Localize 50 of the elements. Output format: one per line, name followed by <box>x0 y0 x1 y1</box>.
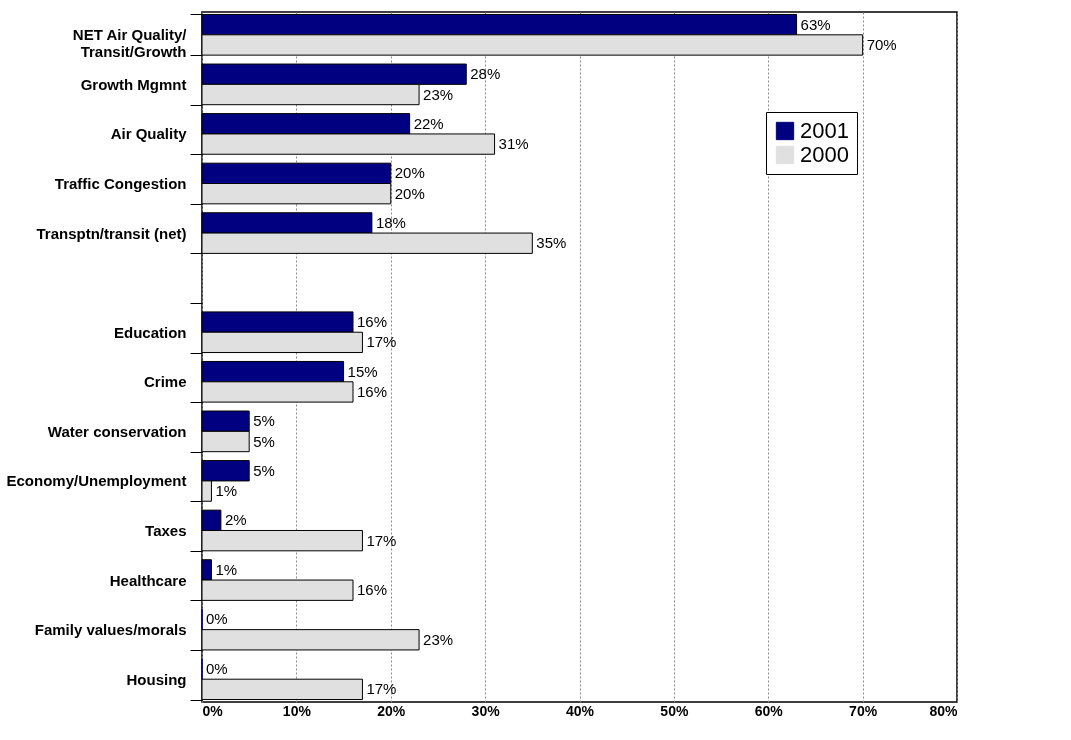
data-label: 5% <box>253 432 275 450</box>
data-label: 23% <box>423 85 454 103</box>
y-tick-label: Water conservation <box>47 422 187 440</box>
x-tick-label: 0% <box>202 702 224 719</box>
y-tick-label: NET Air Quality/ Transit/Growth <box>72 26 188 61</box>
x-tick-label: 10% <box>282 702 312 719</box>
y-tick-label: Healthcare <box>109 571 187 589</box>
data-label: 16% <box>357 313 388 331</box>
data-label: 31% <box>498 135 529 153</box>
y-tick-label: Taxes <box>145 521 187 539</box>
legend-label: 2000 <box>800 142 849 167</box>
data-label: 70% <box>866 35 897 53</box>
data-label: 23% <box>423 630 454 648</box>
x-tick-label: 50% <box>660 702 689 719</box>
data-label: 16% <box>357 382 388 400</box>
x-tick-label: 80% <box>929 702 959 719</box>
y-tick-label: Air Quality <box>110 125 188 143</box>
data-label: 1% <box>215 560 238 578</box>
x-tick-label: 40% <box>565 702 595 719</box>
x-tick-label: 60% <box>754 702 784 719</box>
data-label: 28% <box>470 65 501 83</box>
data-label: 0% <box>206 660 228 678</box>
data-label: 16% <box>357 581 388 599</box>
data-label: 5% <box>253 412 275 430</box>
data-label: 17% <box>366 680 397 698</box>
data-label: 1% <box>215 482 238 500</box>
data-label: 17% <box>366 333 397 351</box>
data-label: 18% <box>375 213 406 231</box>
y-tick-label: Transptn/transit (net) <box>36 224 187 242</box>
data-label: 5% <box>253 461 275 479</box>
y-tick-label: Growth Mgmnt <box>80 75 187 93</box>
y-tick-label: Family values/morals <box>34 621 187 639</box>
data-label: 63% <box>800 15 831 33</box>
data-label: 15% <box>347 362 378 380</box>
data-label: 2% <box>224 511 247 529</box>
data-label: 0% <box>206 610 228 628</box>
x-tick-label: 20% <box>377 702 406 719</box>
data-label: 17% <box>366 531 397 549</box>
x-tick-label: 30% <box>471 702 501 719</box>
data-label: 22% <box>413 114 444 132</box>
legend-label: 2001 <box>800 118 849 143</box>
data-label: 35% <box>536 234 567 252</box>
y-tick-label: Housing <box>126 670 187 688</box>
data-label: 20% <box>394 164 425 182</box>
data-label: 20% <box>394 184 425 202</box>
x-tick-label: 70% <box>849 702 878 719</box>
y-tick-label: Crime <box>143 373 187 391</box>
y-tick-label: Economy/Unemployment <box>6 472 187 490</box>
y-tick-label: Education <box>113 323 187 341</box>
y-tick-label: Traffic Congestion <box>54 175 187 193</box>
